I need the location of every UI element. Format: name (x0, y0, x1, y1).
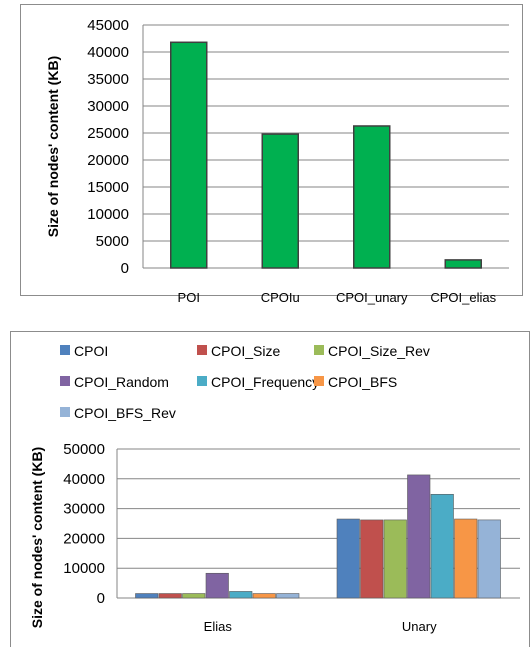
legend-swatch (60, 345, 70, 355)
legend-swatch (60, 376, 70, 386)
legend-swatch (314, 345, 324, 355)
bar (229, 591, 253, 599)
legend-label: CPOI_Random (74, 374, 169, 390)
bar (276, 593, 300, 599)
bar (336, 518, 360, 599)
bar (158, 593, 182, 599)
bar (252, 593, 276, 599)
y-tick-label: 25000 (87, 125, 129, 142)
x-tick-label: CPOI_elias (430, 290, 496, 305)
y-tick-label: 20000 (63, 530, 105, 547)
legend-label: CPOI_BFS_Rev (74, 405, 176, 421)
y-tick-label: 40000 (63, 471, 105, 488)
bar (261, 133, 299, 269)
bar (360, 519, 384, 599)
legend-label: CPOI (74, 343, 108, 359)
y-tick-label: 0 (121, 260, 129, 277)
legend-label: CPOI_BFS (328, 374, 397, 390)
y-tick-label: 0 (97, 590, 105, 607)
x-tick-label: Elias (204, 619, 233, 634)
bar (383, 519, 407, 599)
legend-label: CPOI_Size (211, 343, 280, 359)
y-tick-label: 10000 (87, 206, 129, 223)
bar (444, 259, 482, 269)
y-tick-label: 10000 (63, 560, 105, 577)
bar (454, 518, 478, 599)
legend-swatch (60, 407, 70, 417)
bar (182, 593, 206, 599)
legend-label: CPOI_Size_Rev (328, 343, 430, 359)
y-tick-label: 30000 (63, 501, 105, 518)
y-tick-label: 20000 (87, 152, 129, 169)
x-tick-label: CPOI_unary (336, 290, 408, 305)
y-tick-label: 40000 (87, 44, 129, 61)
x-tick-label: POI (178, 290, 200, 305)
y-tick-label: 50000 (63, 441, 105, 458)
chart-top-panel: 0 5000 10000 15000 20000 25000 30000 35000 40000… (20, 4, 523, 305)
bar (205, 572, 229, 599)
bar (407, 474, 431, 599)
y-tick-label: 35000 (87, 71, 129, 88)
bar (430, 493, 454, 599)
chart-bottom-panel: CPOI CPOI_Size CPOI_Size_Rev CPOI_Random CPO… (10, 331, 530, 647)
chart-bottom: CPOI CPOI_Size CPOI_Size_Rev CPOI_Random CPO… (29, 343, 520, 634)
y-axis-label: Size of nodes' content (KB) (45, 56, 61, 237)
y-tick-label: 15000 (87, 179, 129, 196)
legend-swatch (197, 345, 207, 355)
y-tick-label: 30000 (87, 98, 129, 115)
y-axis-label: Size of nodes' content (KB) (29, 447, 45, 628)
bar (353, 125, 391, 269)
y-tick-label: 5000 (96, 233, 129, 250)
bar (170, 41, 208, 269)
legend-swatch (314, 376, 324, 386)
y-tick-label: 45000 (87, 17, 129, 34)
bar (477, 519, 501, 599)
chart-top: 0 5000 10000 15000 20000 25000 30000 35000 40000… (45, 17, 509, 305)
legend-label: CPOI_Frequency (211, 374, 319, 390)
legend-swatch (197, 376, 207, 386)
x-tick-label: Unary (402, 619, 437, 634)
x-tick-label: CPOIu (261, 290, 300, 305)
bar (135, 593, 159, 599)
